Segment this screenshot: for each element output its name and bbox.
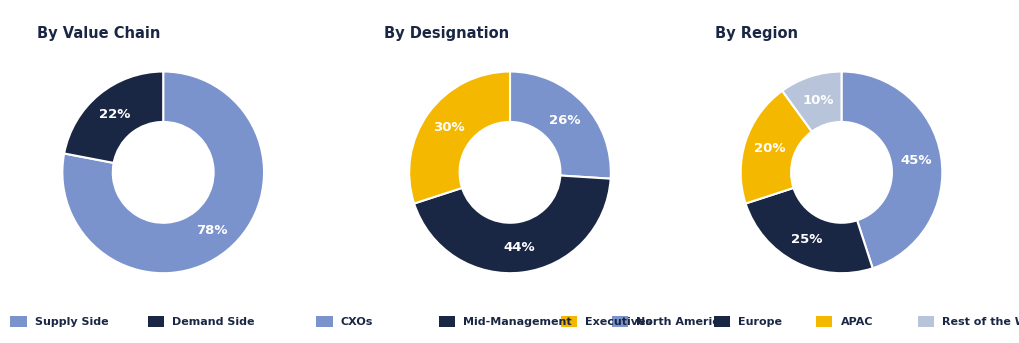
Text: 44%: 44% (503, 241, 535, 254)
Wedge shape (841, 72, 942, 268)
FancyBboxPatch shape (316, 316, 332, 327)
FancyBboxPatch shape (438, 316, 454, 327)
FancyBboxPatch shape (10, 316, 26, 327)
Wedge shape (740, 91, 811, 203)
FancyBboxPatch shape (611, 316, 628, 327)
Wedge shape (510, 72, 610, 179)
Text: By Designation: By Designation (383, 26, 508, 41)
Text: 22%: 22% (99, 108, 130, 121)
Wedge shape (782, 72, 841, 132)
Text: By Value Chain: By Value Chain (37, 26, 160, 41)
FancyBboxPatch shape (560, 316, 577, 327)
Wedge shape (64, 71, 163, 163)
Text: 78%: 78% (196, 224, 227, 237)
FancyBboxPatch shape (713, 316, 730, 327)
Text: Executives: Executives (585, 317, 652, 327)
Text: By Region: By Region (714, 26, 798, 41)
Text: Supply Side: Supply Side (35, 317, 108, 327)
Text: Primary Sources: Primary Sources (433, 12, 586, 29)
Text: Rest of the World: Rest of the World (942, 317, 1019, 327)
Text: APAC: APAC (840, 317, 872, 327)
Wedge shape (414, 176, 610, 273)
FancyBboxPatch shape (148, 316, 164, 327)
Text: 10%: 10% (802, 94, 834, 107)
Text: Europe: Europe (738, 317, 782, 327)
Text: Demand Side: Demand Side (172, 317, 255, 327)
Text: CXOs: CXOs (340, 317, 373, 327)
Text: 20%: 20% (753, 142, 785, 155)
Text: 25%: 25% (791, 233, 822, 246)
Text: 26%: 26% (549, 114, 580, 127)
Wedge shape (409, 72, 510, 203)
Wedge shape (745, 188, 872, 273)
Text: 30%: 30% (433, 121, 465, 134)
Text: 45%: 45% (900, 154, 931, 167)
Wedge shape (62, 72, 264, 273)
FancyBboxPatch shape (917, 316, 933, 327)
FancyBboxPatch shape (815, 316, 832, 327)
Text: North America: North America (636, 317, 727, 327)
Text: Mid-Management: Mid-Management (463, 317, 571, 327)
